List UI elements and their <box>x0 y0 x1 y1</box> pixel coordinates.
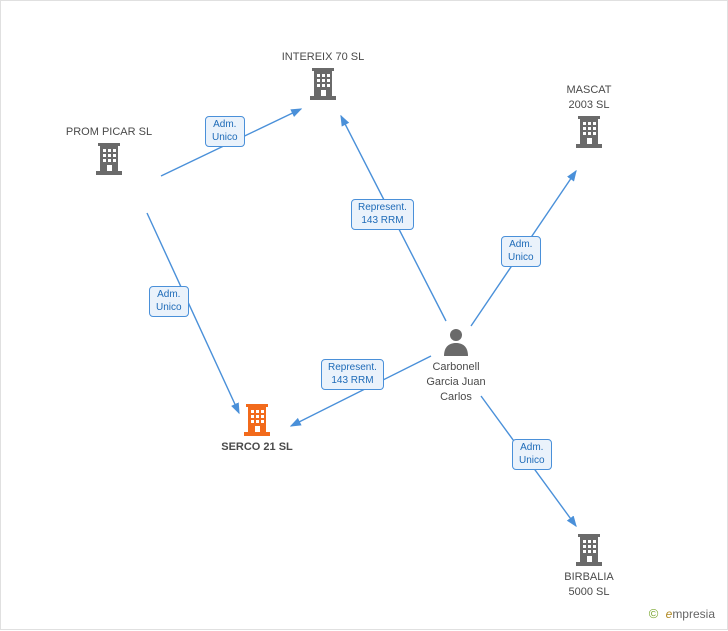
node-label: PROM PICAR SL <box>59 126 159 139</box>
edge-label-e5: Adm.Unico <box>501 236 541 267</box>
node-mascat[interactable]: MASCAT 2003 SL <box>539 84 639 151</box>
node-birbalia[interactable]: BIRBALIA 5000 SL <box>539 532 639 599</box>
node-label: SERCO 21 SL <box>207 441 307 454</box>
credit: © empresia <box>649 606 715 621</box>
copyright-symbol: © <box>649 606 659 621</box>
node-label-line2: Garcia Juan <box>406 376 506 389</box>
person-icon <box>442 326 470 359</box>
edge-label-e4: Represent.143 RRM <box>321 359 384 390</box>
node-label-line3: Carlos <box>406 391 506 404</box>
building-icon <box>308 66 338 103</box>
building-icon <box>94 141 124 178</box>
building-icon <box>574 114 604 151</box>
node-label-line2: 2003 SL <box>539 99 639 112</box>
edge-label-e2: Adm.Unico <box>149 286 189 317</box>
edge-label-e6: Adm.Unico <box>512 439 552 470</box>
edge-label-e3: Represent.143 RRM <box>351 199 414 230</box>
building-icon <box>242 402 272 439</box>
node-label: MASCAT <box>539 84 639 97</box>
node-label: INTEREIX 70 SL <box>273 51 373 64</box>
building-icon <box>574 532 604 569</box>
node-prompicar[interactable]: PROM PICAR SL <box>59 126 159 178</box>
brand-text: mpresia <box>672 607 715 621</box>
edge-label-e1: Adm.Unico <box>205 116 245 147</box>
node-label: BIRBALIA <box>539 571 639 584</box>
node-label: Carbonell <box>406 361 506 374</box>
node-carbonell[interactable]: Carbonell Garcia Juan Carlos <box>406 326 506 405</box>
node-label-line2: 5000 SL <box>539 586 639 599</box>
node-intereix[interactable]: INTEREIX 70 SL <box>273 51 373 103</box>
node-serco[interactable]: SERCO 21 SL <box>207 402 307 454</box>
